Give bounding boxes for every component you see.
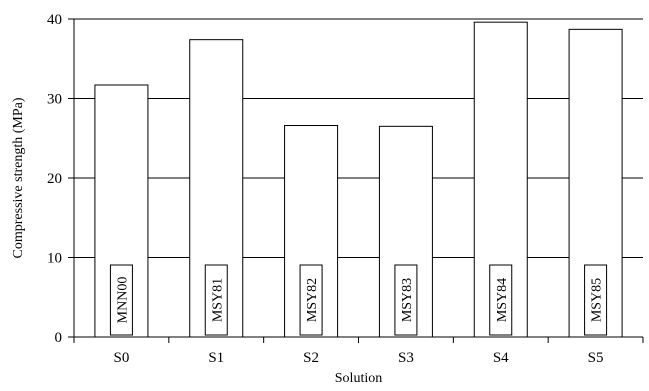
bar-label: MSY85 [590, 278, 605, 322]
y-tick-label: 40 [47, 12, 62, 28]
x-axis-title: Solution [335, 371, 382, 386]
y-tick-label: 0 [55, 330, 63, 346]
x-tick-label: S5 [588, 350, 604, 366]
bar-label-box [109, 264, 133, 336]
bar-label-box [584, 264, 608, 336]
y-tick-label: 20 [47, 171, 62, 187]
x-tick-label: S0 [113, 350, 129, 366]
gridlines [74, 18, 643, 258]
bar-label-box [204, 264, 228, 336]
x-tick-label: S1 [208, 350, 224, 366]
bar-label: MNN00 [115, 277, 130, 324]
y-tick-label: 10 [47, 251, 62, 267]
y-tick-label: 30 [47, 92, 62, 108]
bar-label: MSY83 [400, 278, 415, 322]
bar-label-box [489, 264, 513, 336]
y-ticks: 0 10 20 30 40 [47, 12, 74, 346]
bars-group: MNN00 MSY81 MSY82 MSY83 MSY84 MSY85 [94, 21, 623, 338]
bar-label: MSY82 [305, 278, 320, 322]
bar-label-box [299, 264, 323, 336]
x-tick-label: S4 [493, 350, 509, 366]
x-ticks: S0 S1 S2 S3 S4 S5 [73, 337, 644, 366]
bar-label: MSY84 [495, 278, 510, 322]
bar-label: MSY81 [210, 278, 225, 322]
x-tick-label: S3 [398, 350, 414, 366]
bar-label-box [394, 264, 418, 336]
y-axis-title: Compressive strength (MPa) [11, 97, 26, 258]
x-tick-label: S2 [303, 350, 319, 366]
